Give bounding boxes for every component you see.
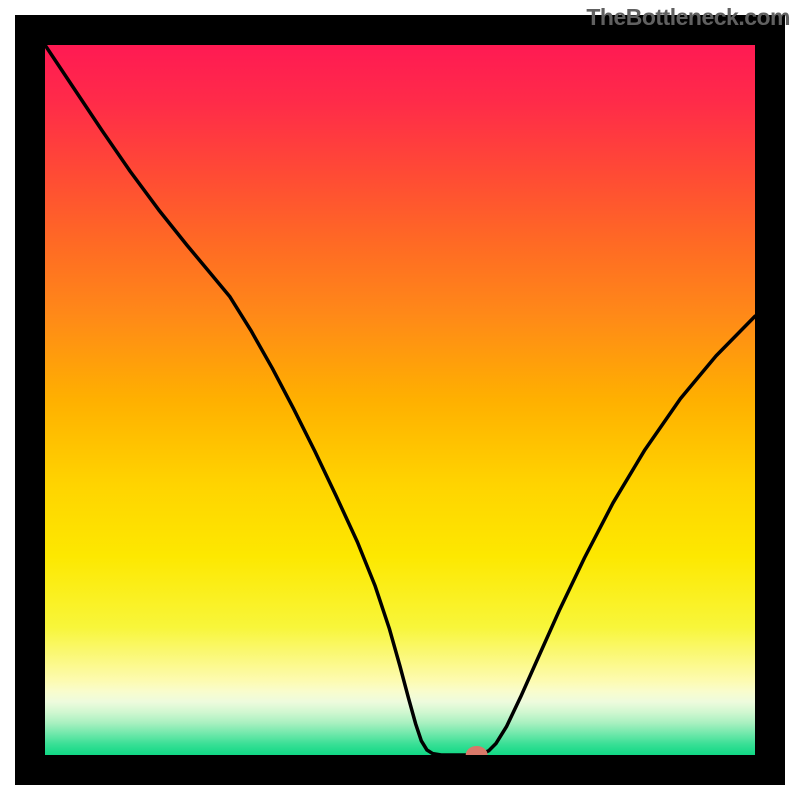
- chart-svg: [0, 0, 800, 800]
- bottleneck-chart: TheBottleneck.com: [0, 0, 800, 800]
- watermark-text: TheBottleneck.com: [586, 4, 790, 31]
- gradient-background: [45, 45, 755, 755]
